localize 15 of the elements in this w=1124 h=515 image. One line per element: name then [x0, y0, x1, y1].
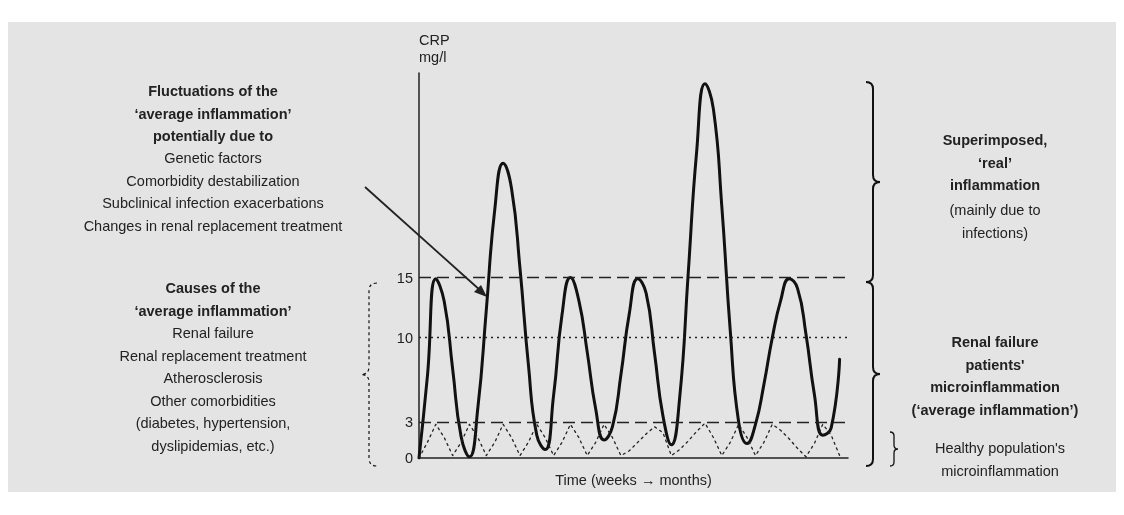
text: Causes of the ‘average inflammation’ — [134, 280, 292, 319]
text: Superimposed, ‘real’ inflammation — [942, 132, 1048, 194]
y-tick-label: 15 — [396, 269, 413, 286]
line-series — [417, 82, 842, 460]
text: (mainly due to infections) — [949, 202, 1041, 241]
text: Healthy population's microinflammation — [934, 440, 1066, 479]
x-axis-title: Time (weeks → months) — [555, 471, 712, 488]
text: Renal failure patients' microinflammation (‘average inflammation’) — [911, 334, 1079, 418]
y-axis-title: CRP mg/l — [419, 31, 450, 65]
y-tick-label: 3 — [404, 413, 413, 430]
y-tick-label: 10 — [396, 329, 413, 346]
text: Renal failure Renal replacement treatment Atherosclerosis Other comorbidities (diabetes, hypertension, dyslipidemias, etc.) — [119, 325, 307, 454]
y-tick-label: 0 — [404, 450, 413, 466]
text: Fluctuations of the ‘average inflammation’ potentially due to — [134, 83, 292, 145]
text: Genetic factors Comorbidity destabilization Subclinical infection exacerbations Changes in renal replacement treatment — [83, 150, 343, 234]
